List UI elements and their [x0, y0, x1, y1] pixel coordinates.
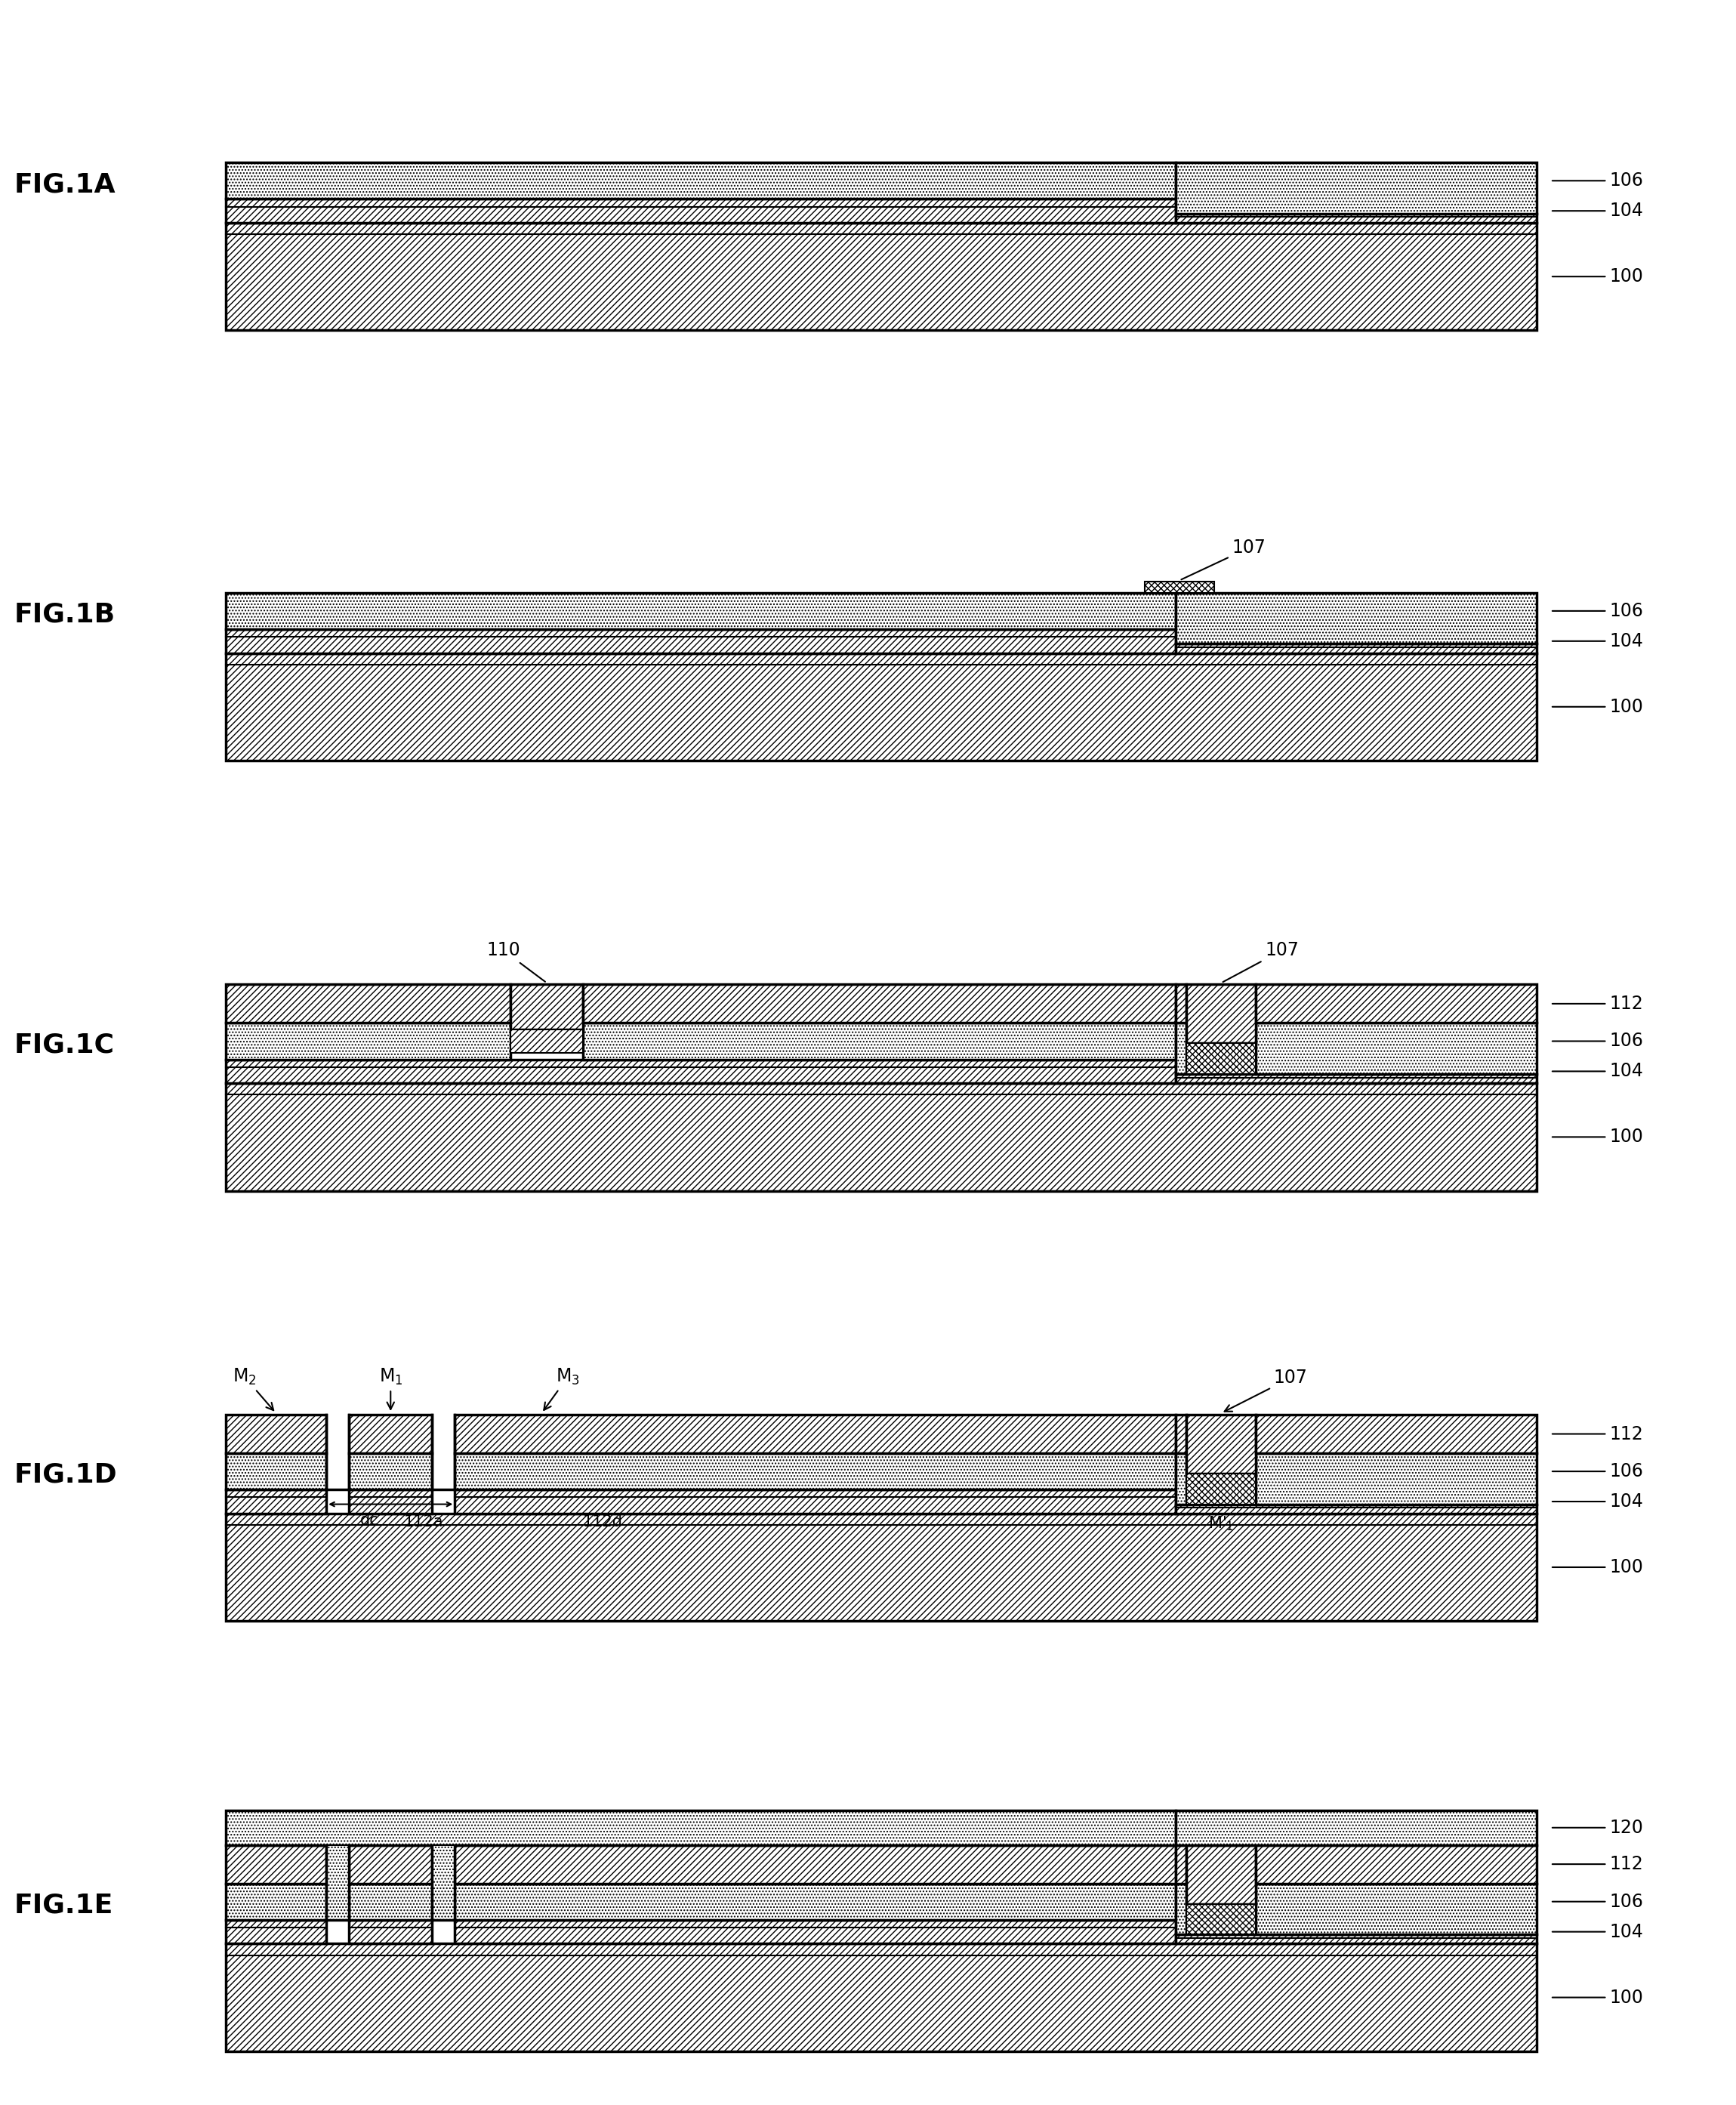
Text: M$_1$: M$_1$ — [378, 1368, 403, 1410]
Bar — [1175, 1934, 1536, 1943]
Text: 106: 106 — [1552, 602, 1644, 621]
Bar — [226, 653, 1536, 760]
Text: 112: 112 — [1552, 1855, 1642, 1873]
Bar — [1255, 1415, 1536, 1452]
Bar — [349, 1884, 432, 1920]
Bar — [326, 1844, 349, 1920]
Text: 112: 112 — [1552, 996, 1642, 1013]
Text: FIG.1A: FIG.1A — [14, 171, 116, 198]
Bar — [226, 1084, 1536, 1191]
Bar — [226, 223, 1536, 330]
Bar — [1175, 644, 1536, 653]
Text: FIG.1D: FIG.1D — [14, 1463, 116, 1488]
Bar — [226, 1884, 326, 1920]
Bar — [349, 1415, 432, 1452]
Bar — [226, 1943, 1536, 2050]
Bar — [226, 162, 1175, 200]
Text: 106: 106 — [1552, 1892, 1644, 1911]
Text: FIG.1E: FIG.1E — [14, 1892, 113, 1918]
Bar — [455, 1415, 1175, 1452]
Text: 100: 100 — [1552, 267, 1644, 286]
Bar — [226, 1920, 326, 1943]
Bar — [1255, 1023, 1536, 1074]
Bar — [1175, 162, 1536, 213]
Text: 120: 120 — [1552, 1819, 1644, 1838]
Bar — [1186, 1474, 1255, 1505]
Bar — [1175, 1810, 1536, 1844]
Text: 100: 100 — [1552, 1128, 1644, 1145]
Bar — [583, 985, 1175, 1023]
Bar — [1144, 581, 1213, 594]
Text: 106: 106 — [1552, 1463, 1644, 1480]
Text: 100: 100 — [1552, 697, 1644, 716]
Bar — [226, 1844, 326, 1884]
Bar — [1175, 1844, 1186, 1884]
Bar — [455, 1490, 1175, 1513]
Bar — [1175, 213, 1536, 223]
Bar — [510, 1029, 583, 1052]
Bar — [1186, 985, 1255, 1044]
Text: 107: 107 — [1224, 1368, 1307, 1412]
Bar — [1175, 1074, 1536, 1084]
Bar — [226, 1810, 1175, 1844]
Bar — [455, 1884, 1175, 1920]
Bar — [1175, 1415, 1186, 1452]
Bar — [226, 1513, 1536, 1621]
Text: 110: 110 — [486, 941, 545, 981]
Bar — [226, 985, 510, 1023]
Bar — [510, 985, 583, 1029]
Bar — [432, 1844, 455, 1920]
Text: 100: 100 — [1552, 1558, 1644, 1577]
Text: 112: 112 — [1552, 1425, 1642, 1444]
Text: 104: 104 — [1552, 1922, 1644, 1941]
Bar — [455, 1452, 1175, 1490]
Bar — [455, 1920, 1175, 1943]
Text: 106: 106 — [1552, 1031, 1644, 1050]
Bar — [1255, 1452, 1536, 1505]
Bar — [1255, 1844, 1536, 1884]
Text: M$_3$: M$_3$ — [543, 1368, 580, 1410]
Bar — [1186, 1844, 1255, 1903]
Text: 100: 100 — [1552, 1989, 1644, 2006]
Bar — [1175, 1505, 1536, 1513]
Text: 106: 106 — [1552, 173, 1644, 189]
Bar — [226, 594, 1175, 629]
Bar — [1175, 1023, 1186, 1074]
Text: 112d: 112d — [582, 1516, 623, 1530]
Bar — [226, 1490, 326, 1513]
Bar — [1175, 1884, 1186, 1934]
Bar — [1255, 985, 1536, 1023]
Bar — [226, 1415, 326, 1452]
Bar — [349, 1490, 432, 1513]
Bar — [1255, 1884, 1536, 1934]
Bar — [583, 1023, 1175, 1059]
Text: M'$_1$: M'$_1$ — [1208, 1516, 1234, 1532]
Text: 104: 104 — [1552, 1063, 1644, 1080]
Text: 104: 104 — [1552, 632, 1644, 650]
Bar — [226, 1023, 510, 1059]
Bar — [226, 1059, 1175, 1084]
Text: 104: 104 — [1552, 202, 1644, 219]
Bar — [455, 1844, 1175, 1884]
Text: 104: 104 — [1552, 1492, 1644, 1511]
Bar — [226, 1452, 326, 1490]
Text: M$_2$: M$_2$ — [233, 1368, 274, 1410]
Bar — [1186, 1903, 1255, 1934]
Bar — [1186, 1415, 1255, 1474]
Bar — [226, 629, 1175, 653]
Text: 107: 107 — [1222, 941, 1299, 983]
Bar — [1175, 594, 1536, 644]
Text: 112a: 112a — [404, 1516, 443, 1530]
Text: FIG.1C: FIG.1C — [14, 1031, 115, 1057]
Bar — [1186, 1044, 1255, 1074]
Text: 107: 107 — [1180, 539, 1266, 579]
Bar — [349, 1844, 432, 1884]
Bar — [226, 200, 1175, 223]
Bar — [1175, 1452, 1186, 1505]
Bar — [349, 1452, 432, 1490]
Text: dc: dc — [361, 1513, 378, 1528]
Bar — [1175, 985, 1186, 1023]
Bar — [349, 1920, 432, 1943]
Text: FIG.1B: FIG.1B — [14, 602, 115, 627]
